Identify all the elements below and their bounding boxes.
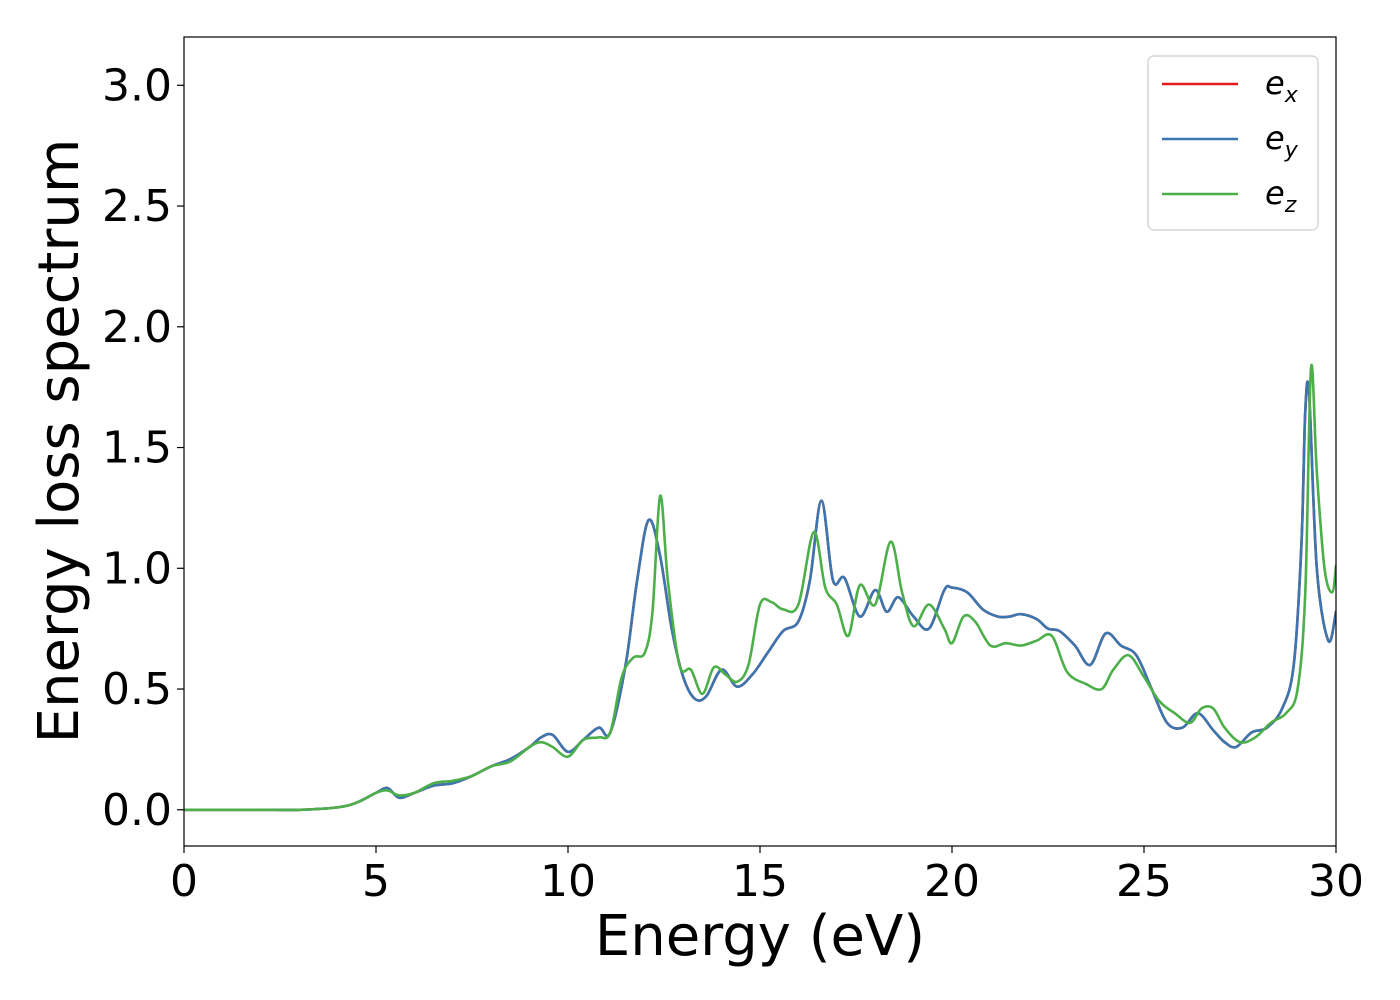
- x-tick-label: 10: [540, 856, 596, 907]
- plot-area: [184, 363, 1336, 812]
- x-tick-label: 30: [1308, 856, 1364, 907]
- y-tick-label: 2.5: [102, 181, 172, 232]
- x-axis: 0 5 10 15 20 25 30: [170, 846, 1364, 907]
- series-line-x: [184, 380, 1336, 812]
- y-tick-label: 1.0: [102, 543, 172, 594]
- legend: ex ey ez: [1147, 55, 1319, 231]
- series-line-y: [184, 380, 1336, 812]
- series-line-z: [184, 363, 1336, 812]
- y-axis-label: Energy loss spectrum: [27, 139, 92, 744]
- legend-label-x: ex: [1265, 64, 1299, 108]
- legend-label-z: ez: [1265, 174, 1297, 218]
- legend-box: [1147, 55, 1319, 231]
- x-axis-label: Energy (eV): [595, 904, 925, 969]
- y-tick-label: 0.0: [102, 785, 172, 836]
- legend-label-y: ey: [1265, 119, 1299, 163]
- x-tick-label: 15: [732, 856, 788, 907]
- series-layer: [184, 363, 1336, 812]
- x-tick-label: 20: [924, 856, 980, 907]
- y-tick-label: 2.0: [102, 302, 172, 353]
- x-tick-label: 5: [362, 856, 390, 907]
- y-tick-label: 0.5: [102, 664, 172, 715]
- x-tick-label: 25: [1116, 856, 1172, 907]
- y-axis: 0.0 0.5 1.0 1.5 2.0 2.5 3.0: [102, 60, 184, 836]
- y-tick-label: 3.0: [102, 60, 172, 111]
- x-tick-label: 0: [170, 856, 198, 907]
- y-tick-label: 1.5: [102, 423, 172, 474]
